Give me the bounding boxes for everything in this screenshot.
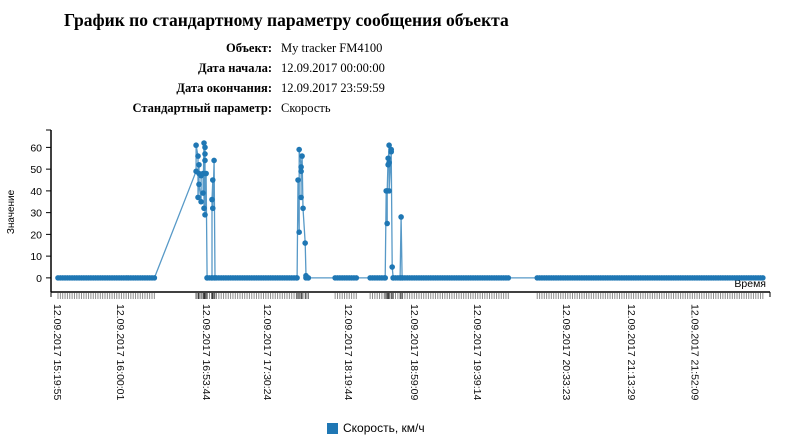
x-tick-label: 12.09.2017 21:13:29 (625, 304, 637, 401)
data-point (209, 196, 215, 203)
y-tick-label: 30 (30, 208, 42, 220)
data-point (196, 161, 202, 168)
data-point (193, 142, 199, 149)
series-line (58, 142, 763, 279)
data-point (202, 151, 208, 157)
data-point (202, 212, 208, 218)
data-point (296, 229, 302, 236)
data-point (298, 194, 304, 201)
data-point (298, 164, 304, 170)
data-point (385, 155, 391, 162)
info-value: My tracker FM4100 (281, 41, 383, 55)
info-label: Стандартный параметр: (132, 101, 272, 115)
legend-swatch (327, 422, 338, 434)
y-tick-label: 20 (30, 229, 42, 241)
x-tick-label: 12.09.2017 18:19:44 (342, 304, 354, 401)
x-tick-label: 12.09.2017 19:39:14 (471, 304, 483, 401)
y-tick-label: 40 (30, 186, 42, 198)
series-points (55, 140, 766, 281)
x-tick-label: 12.09.2017 20:33:23 (560, 304, 572, 401)
data-point (195, 194, 201, 201)
x-axis-label: Время (734, 278, 766, 290)
data-point (302, 240, 308, 246)
y-tick-label: 50 (30, 164, 42, 176)
x-tick-label: 12.09.2017 17:30:24 (261, 304, 273, 401)
data-point (200, 190, 206, 196)
data-point (760, 275, 766, 281)
x-tick-label: 12.09.2017 15:19:55 (51, 304, 63, 401)
info-row-end-date: Дата окончания: 12.09.2017 23:59:59 (0, 81, 796, 99)
info-row-start-date: Дата начала: 12.09.2017 00:00:00 (0, 61, 796, 79)
info-row-parameter: Стандартный параметр: Скорость (0, 101, 796, 119)
data-point (296, 146, 302, 153)
data-point (209, 205, 216, 212)
y-axis-label: Значение (6, 189, 17, 234)
info-label: Дата окончания: (176, 81, 272, 95)
info-label: Объект: (225, 41, 272, 55)
data-point (299, 153, 305, 159)
legend-label: Скорость, км/ч (343, 421, 425, 435)
data-point (201, 140, 207, 146)
data-point (196, 181, 202, 188)
info-label: Дата начала: (198, 61, 272, 75)
data-point (211, 157, 217, 164)
data-point (300, 205, 306, 212)
legend[interactable]: Скорость, км/ч (327, 421, 425, 435)
data-point (386, 188, 392, 194)
data-point (298, 168, 304, 175)
data-point (195, 153, 201, 159)
data-point (151, 275, 158, 281)
y-tick-label: 60 (30, 142, 42, 154)
data-point (209, 177, 216, 183)
data-point (202, 144, 208, 151)
data-point (305, 275, 312, 281)
page-title: График по стандартному параметру сообщен… (64, 10, 509, 30)
x-tick-label: 12.09.2017 18:59:09 (408, 304, 420, 401)
data-point (294, 275, 300, 281)
y-tick-label: 10 (30, 251, 42, 263)
info-value: Скорость (281, 101, 331, 115)
y-tick-label: 0 (36, 273, 42, 285)
data-point (386, 142, 392, 149)
data-point (295, 177, 301, 183)
data-point (384, 220, 390, 227)
data-point (353, 275, 360, 281)
data-point (198, 198, 204, 205)
data-point (398, 214, 404, 220)
info-value: 12.09.2017 23:59:59 (281, 81, 385, 95)
data-point (382, 275, 389, 281)
info-row-object: Объект: My tracker FM4100 (0, 41, 796, 59)
data-point (389, 264, 395, 270)
x-axis-rug (57, 293, 764, 299)
data-point (203, 170, 209, 177)
data-point (201, 205, 207, 212)
data-point (386, 159, 392, 166)
data-point (505, 275, 512, 281)
info-value: 12.09.2017 00:00:00 (281, 61, 385, 75)
data-point (202, 157, 208, 164)
data-point (388, 146, 395, 153)
x-tick-label: 12.09.2017 16:53:44 (200, 304, 212, 401)
x-tick-label: 12.09.2017 21:52:09 (688, 304, 700, 401)
x-tick-label: 12.09.2017 16:00:01 (114, 304, 126, 401)
